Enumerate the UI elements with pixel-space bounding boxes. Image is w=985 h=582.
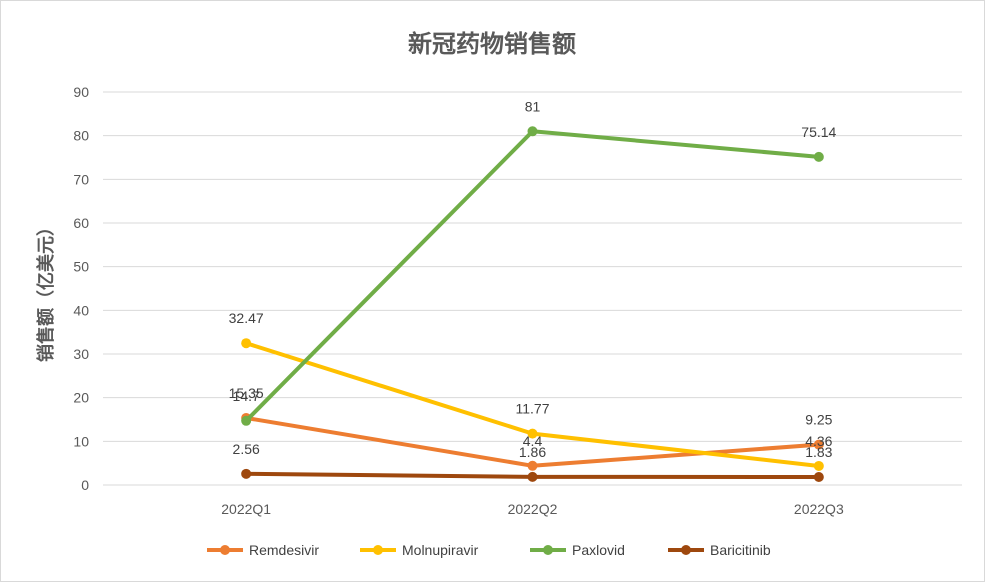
legend-swatch-marker (681, 545, 691, 555)
data-label-paxlovid: 81 (525, 98, 541, 114)
series-line-paxlovid (244, 129, 821, 423)
legend-swatch-marker (543, 545, 553, 555)
data-label-baricitinib: 1.83 (805, 444, 832, 460)
legend-item-remdesivir: Remdesivir (207, 542, 319, 558)
data-label-molnupiravir: 11.77 (516, 401, 550, 417)
data-label-baricitinib: 1.86 (519, 444, 546, 460)
series-paxlovid (241, 126, 824, 426)
legend-swatch-marker (373, 545, 383, 555)
legend-item-baricitinib: Baricitinib (668, 542, 771, 558)
y-tick-label: 10 (73, 433, 89, 449)
legend-swatch-marker (220, 545, 230, 555)
data-point-baricitinib (813, 472, 824, 483)
y-tick-label: 40 (73, 302, 89, 318)
data-label-remdesivir: 15.35 (229, 385, 264, 401)
legend-item-molnupiravir: Molnupiravir (360, 542, 479, 558)
y-tick-label: 20 (73, 390, 89, 406)
data-label-baricitinib: 2.56 (233, 441, 260, 457)
legend-label: Remdesivir (249, 542, 319, 558)
data-point-molnupiravir (813, 460, 824, 471)
y-axis-title: 销售额（亿美元） (35, 218, 56, 362)
x-tick-label: 2022Q3 (794, 501, 844, 517)
y-tick-label: 50 (73, 259, 89, 275)
y-tick-label: 80 (73, 128, 89, 144)
data-point-paxlovid (241, 415, 252, 426)
y-tick-label: 60 (73, 215, 89, 231)
x-axis-ticks: 2022Q1 2022Q2 2022Q3 (221, 501, 844, 517)
data-label-paxlovid: 14.7 (233, 388, 260, 404)
data-point-molnupiravir (241, 338, 252, 349)
y-tick-label: 30 (73, 346, 89, 362)
data-labels: 15.35 4.4 9.25 32.47 11.77 4.36 14.7 81 75.14 2.5… (229, 98, 837, 460)
legend-label: Molnupiravir (402, 542, 479, 558)
data-point-baricitinib (241, 468, 252, 479)
x-tick-label: 2022Q1 (221, 501, 271, 517)
data-label-paxlovid: 75.14 (801, 124, 836, 140)
y-tick-label: 70 (73, 171, 89, 187)
series-molnupiravir (241, 338, 824, 471)
legend: Remdesivir Molnupiravir Paxlovid Baricitini… (207, 542, 771, 558)
y-tick-label: 0 (81, 477, 89, 493)
data-point-molnupiravir (527, 428, 538, 439)
legend-label: Paxlovid (572, 542, 625, 558)
data-label-remdesivir: 4.4 (523, 433, 543, 449)
series-baricitinib (241, 468, 824, 483)
data-label-molnupiravir: 32.47 (229, 310, 264, 326)
legend-item-paxlovid: Paxlovid (530, 542, 625, 558)
data-point-remdesivir (527, 460, 538, 471)
legend-label: Baricitinib (710, 542, 771, 558)
data-point-paxlovid (527, 126, 538, 137)
data-point-remdesivir (813, 439, 824, 450)
gridlines (103, 91, 962, 486)
data-label-remdesivir: 9.25 (805, 412, 832, 428)
x-tick-label: 2022Q2 (508, 501, 558, 517)
data-label-molnupiravir: 4.36 (805, 433, 832, 449)
y-axis-ticks: 0 10 20 30 40 50 60 70 80 90 (73, 84, 89, 493)
data-point-paxlovid (813, 151, 824, 162)
data-point-baricitinib (527, 471, 538, 482)
y-tick-label: 90 (73, 84, 89, 100)
chart-title: 新冠药物销售额 (408, 30, 576, 58)
series-layer (241, 126, 824, 483)
